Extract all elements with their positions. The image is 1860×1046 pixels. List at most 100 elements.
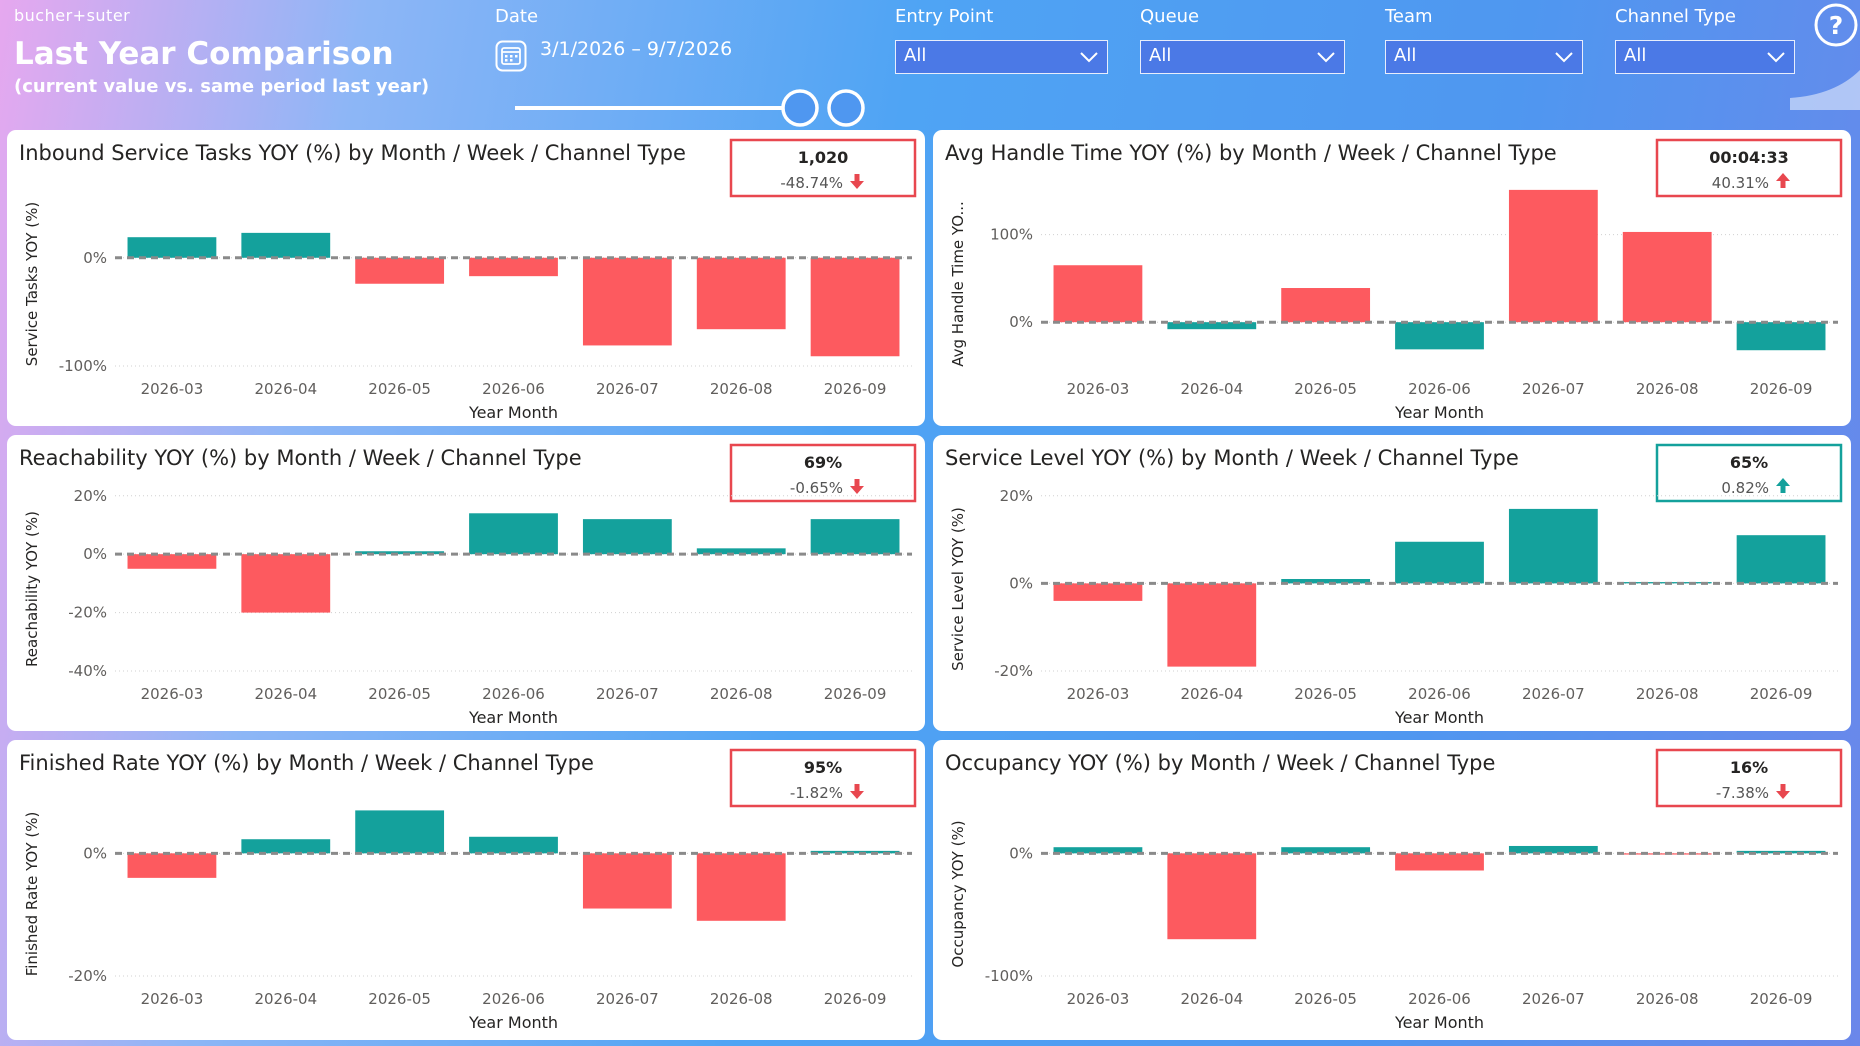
x-axis-title: Year Month bbox=[1394, 708, 1484, 727]
x-tick-label: 2026-09 bbox=[824, 380, 887, 398]
logo: bucher+suter bbox=[14, 6, 131, 25]
x-tick-label: 2026-05 bbox=[368, 380, 431, 398]
bar bbox=[127, 853, 217, 878]
bar bbox=[1395, 853, 1484, 871]
x-tick-label: 2026-06 bbox=[1408, 380, 1471, 398]
x-tick-label: 2026-06 bbox=[482, 685, 545, 703]
x-tick-label: 2026-04 bbox=[1180, 380, 1243, 398]
trend-arrow bbox=[850, 174, 864, 189]
bar bbox=[355, 257, 445, 284]
bar bbox=[1508, 845, 1598, 854]
filter-label: Channel Type bbox=[1615, 6, 1736, 27]
bar bbox=[355, 810, 445, 854]
x-tick-label: 2026-09 bbox=[1750, 380, 1813, 398]
kpi-change: -1.82% bbox=[790, 784, 843, 802]
bar bbox=[1281, 579, 1371, 584]
kpi-card bbox=[1655, 748, 1843, 808]
filter-label: Queue bbox=[1140, 6, 1200, 27]
y-tick-label: 0% bbox=[1009, 313, 1033, 331]
chart-title: Inbound Service Tasks YOY (%) by Month /… bbox=[19, 141, 686, 165]
bar bbox=[1281, 847, 1371, 854]
trend-arrow bbox=[1776, 173, 1790, 188]
y-axis-title: Service Level YOY (%) bbox=[949, 507, 967, 671]
bar bbox=[1395, 541, 1484, 584]
chart-title: Occupancy YOY (%) by Month / Week / Chan… bbox=[945, 751, 1495, 775]
bar bbox=[696, 853, 786, 921]
bar bbox=[1167, 583, 1257, 667]
bar bbox=[241, 839, 331, 854]
filter-dropdown[interactable]: All bbox=[1140, 40, 1345, 74]
kpi-change: -7.38% bbox=[1716, 784, 1769, 802]
y-tick-label: 0% bbox=[1009, 844, 1033, 862]
trend-arrow bbox=[850, 784, 864, 799]
chevron bbox=[1317, 52, 1335, 63]
chevron bbox=[1555, 52, 1573, 63]
chart-title: Avg Handle Time YOY (%) by Month / Week … bbox=[945, 141, 1557, 165]
chart-title: Reachability YOY (%) by Month / Week / C… bbox=[19, 446, 582, 470]
x-tick-label: 2026-03 bbox=[1067, 990, 1130, 1008]
date-slider[interactable] bbox=[510, 86, 870, 130]
x-tick-label: 2026-06 bbox=[482, 380, 545, 398]
filter-dropdown[interactable]: All bbox=[895, 40, 1108, 74]
bar bbox=[1508, 508, 1598, 584]
chart: Reachability YOY (%) by Month / Week / C… bbox=[19, 443, 917, 727]
filter-value: All bbox=[1149, 45, 1172, 66]
chevron bbox=[1767, 52, 1785, 63]
bar bbox=[810, 519, 900, 555]
kpi-value: 69% bbox=[804, 453, 842, 472]
bar bbox=[127, 554, 217, 569]
kpi-card bbox=[1655, 443, 1843, 503]
bar bbox=[696, 257, 786, 330]
page-subtitle: (current value vs. same period last year… bbox=[14, 76, 430, 97]
kpi-value: 65% bbox=[1730, 453, 1768, 472]
calendar-icon[interactable] bbox=[495, 40, 527, 72]
bar bbox=[127, 237, 217, 258]
date-range: 3/1/2026 – 9/7/2026 bbox=[540, 38, 733, 60]
x-tick-label: 2026-05 bbox=[368, 685, 431, 703]
y-tick-label: -100% bbox=[59, 357, 107, 375]
trend-arrow bbox=[850, 479, 864, 494]
x-tick-label: 2026-07 bbox=[1522, 685, 1585, 703]
filter-value: All bbox=[904, 45, 927, 66]
y-tick-label: 0% bbox=[1009, 574, 1033, 592]
kpi-value: 1,020 bbox=[798, 148, 849, 167]
x-axis-title: Year Month bbox=[1394, 1013, 1484, 1032]
y-axis-title: Reachability YOY (%) bbox=[23, 511, 41, 667]
y-axis-title: Avg Handle Time YO... bbox=[949, 201, 967, 367]
bar bbox=[696, 548, 786, 555]
x-tick-label: 2026-04 bbox=[254, 685, 317, 703]
x-tick-label: 2026-08 bbox=[1636, 685, 1699, 703]
help-button[interactable]: ? bbox=[1790, 0, 1860, 110]
chart: Inbound Service Tasks YOY (%) by Month /… bbox=[19, 138, 917, 422]
chart: Avg Handle Time YOY (%) by Month / Week … bbox=[945, 138, 1843, 422]
bar bbox=[1736, 322, 1826, 351]
x-axis-title: Year Month bbox=[468, 403, 558, 422]
filter-dropdown[interactable]: All bbox=[1385, 40, 1583, 74]
y-tick-label: -20% bbox=[994, 662, 1033, 680]
chart-panel: Reachability YOY (%) by Month / Week / C… bbox=[7, 435, 925, 731]
bar bbox=[1508, 189, 1598, 323]
y-axis-title: Occupancy YOY (%) bbox=[949, 820, 967, 967]
x-tick-label: 2026-08 bbox=[1636, 380, 1699, 398]
bar bbox=[1395, 322, 1484, 350]
kpi-card bbox=[729, 443, 917, 503]
y-axis-title: Service Tasks YOY (%) bbox=[23, 202, 41, 366]
x-tick-label: 2026-04 bbox=[254, 380, 317, 398]
chart: Occupancy YOY (%) by Month / Week / Chan… bbox=[945, 748, 1843, 1032]
y-tick-label: 0% bbox=[83, 545, 107, 563]
filter-label: Team bbox=[1385, 6, 1433, 27]
y-tick-label: 20% bbox=[1000, 487, 1033, 505]
y-tick-label: -100% bbox=[985, 967, 1033, 985]
x-tick-label: 2026-07 bbox=[596, 990, 659, 1008]
x-tick-label: 2026-03 bbox=[1067, 685, 1130, 703]
chart-panel: Finished Rate YOY (%) by Month / Week / … bbox=[7, 740, 925, 1040]
chart-panel: Occupancy YOY (%) by Month / Week / Chan… bbox=[933, 740, 1851, 1040]
filter-dropdown[interactable]: All bbox=[1615, 40, 1795, 74]
y-tick-label: -40% bbox=[68, 662, 107, 680]
bar bbox=[1053, 583, 1143, 601]
bar bbox=[469, 836, 558, 854]
chart-panel: Inbound Service Tasks YOY (%) by Month /… bbox=[7, 130, 925, 426]
x-tick-label: 2026-09 bbox=[1750, 990, 1813, 1008]
x-tick-label: 2026-08 bbox=[710, 685, 773, 703]
